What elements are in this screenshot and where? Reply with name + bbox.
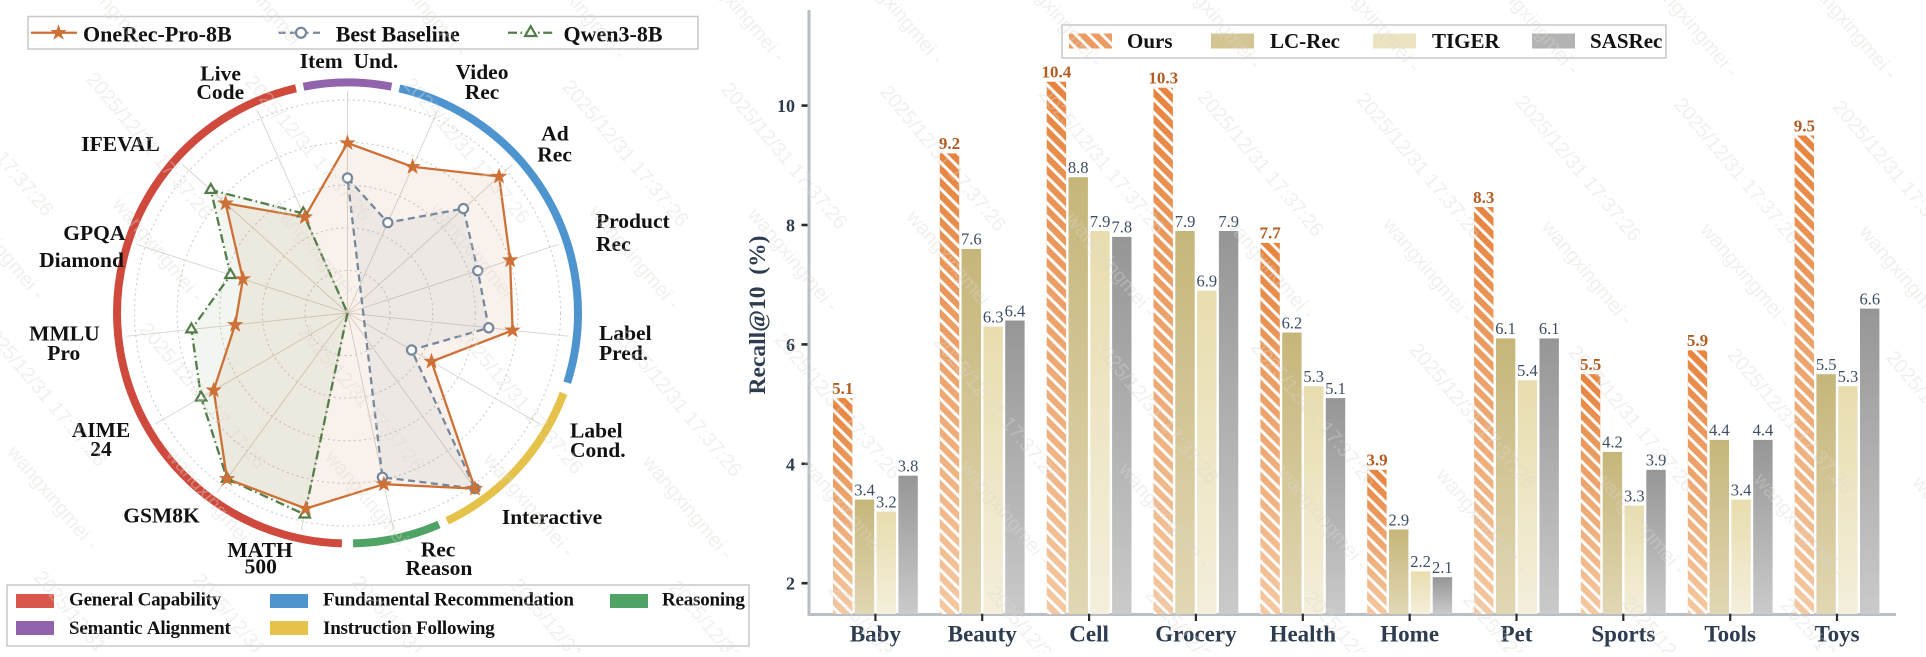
svg-text:5.3: 5.3 bbox=[1303, 367, 1324, 386]
svg-text:Video: Video bbox=[456, 60, 509, 84]
svg-text:Interactive: Interactive bbox=[502, 505, 602, 529]
svg-text:7.6: 7.6 bbox=[961, 230, 982, 249]
svg-text:6.3: 6.3 bbox=[983, 307, 1004, 326]
svg-text:Health: Health bbox=[1270, 622, 1337, 647]
svg-text:3.9: 3.9 bbox=[1366, 451, 1387, 470]
svg-text:6.1: 6.1 bbox=[1539, 319, 1560, 338]
svg-text:Rec: Rec bbox=[421, 538, 456, 562]
svg-text:Instruction Following: Instruction Following bbox=[323, 618, 495, 639]
svg-text:General Capability: General Capability bbox=[69, 590, 222, 611]
svg-text:IFEVAL: IFEVAL bbox=[81, 132, 159, 156]
svg-text:2.2: 2.2 bbox=[1410, 552, 1431, 571]
svg-text:Semantic Alignment: Semantic Alignment bbox=[69, 618, 231, 639]
svg-text:3.8: 3.8 bbox=[898, 457, 919, 476]
svg-text:5.4: 5.4 bbox=[1517, 361, 1538, 380]
svg-text:Cell: Cell bbox=[1069, 622, 1109, 647]
svg-text:7.8: 7.8 bbox=[1111, 218, 1132, 237]
svg-text:6.9: 6.9 bbox=[1197, 271, 1218, 290]
svg-text:MMLU: MMLU bbox=[29, 322, 99, 346]
svg-text:10.4: 10.4 bbox=[1042, 63, 1072, 82]
svg-text:Recall@10 (%): Recall@10 (%) bbox=[745, 236, 771, 395]
svg-text:Live: Live bbox=[200, 62, 241, 86]
svg-text:Beauty: Beauty bbox=[948, 622, 1018, 647]
svg-text:Product: Product bbox=[596, 209, 670, 233]
svg-text:4.4: 4.4 bbox=[1753, 421, 1774, 440]
svg-text:10.3: 10.3 bbox=[1148, 68, 1178, 87]
svg-text:Tools: Tools bbox=[1704, 622, 1756, 647]
svg-text:3.4: 3.4 bbox=[1731, 480, 1752, 499]
svg-text:5.9: 5.9 bbox=[1687, 331, 1708, 350]
svg-text:7.9: 7.9 bbox=[1090, 212, 1111, 231]
svg-text:6.4: 6.4 bbox=[1005, 301, 1026, 320]
svg-text:Toys: Toys bbox=[1814, 622, 1859, 647]
svg-text:Home: Home bbox=[1380, 622, 1439, 647]
svg-text:24: 24 bbox=[90, 437, 112, 461]
svg-text:TIGER: TIGER bbox=[1432, 29, 1501, 53]
svg-text:6.2: 6.2 bbox=[1282, 313, 1303, 332]
svg-text:4.2: 4.2 bbox=[1602, 433, 1623, 452]
svg-text:4: 4 bbox=[786, 454, 795, 474]
svg-text:8.8: 8.8 bbox=[1068, 158, 1089, 177]
svg-text:6.6: 6.6 bbox=[1859, 289, 1880, 308]
svg-text:Qwen3-8B: Qwen3-8B bbox=[564, 22, 663, 47]
svg-text:Best Baseline: Best Baseline bbox=[336, 22, 460, 47]
svg-text:9.5: 9.5 bbox=[1794, 116, 1815, 135]
svg-text:500: 500 bbox=[245, 555, 277, 579]
svg-text:Grocery: Grocery bbox=[1155, 622, 1237, 647]
svg-text:OneRec-Pro-8B: OneRec-Pro-8B bbox=[83, 22, 232, 47]
svg-text:5.1: 5.1 bbox=[832, 379, 853, 398]
svg-text:9.2: 9.2 bbox=[939, 134, 960, 153]
svg-text:Reason: Reason bbox=[405, 556, 472, 580]
svg-text:Pet: Pet bbox=[1501, 622, 1533, 647]
svg-text:GPQA: GPQA bbox=[63, 221, 126, 245]
svg-text:2: 2 bbox=[786, 574, 795, 594]
svg-text:Label: Label bbox=[599, 321, 652, 345]
svg-text:Rec: Rec bbox=[596, 232, 631, 256]
svg-text:7.9: 7.9 bbox=[1175, 212, 1196, 231]
svg-text:3.2: 3.2 bbox=[876, 492, 897, 511]
svg-text:Baby: Baby bbox=[850, 622, 902, 647]
svg-text:Sports: Sports bbox=[1591, 622, 1655, 647]
svg-text:Code: Code bbox=[196, 80, 244, 104]
svg-text:Item Und.: Item Und. bbox=[300, 49, 399, 73]
svg-text:5.5: 5.5 bbox=[1580, 355, 1601, 374]
svg-text:8: 8 bbox=[786, 216, 795, 236]
svg-text:AIME: AIME bbox=[72, 418, 131, 442]
svg-text:8.3: 8.3 bbox=[1473, 188, 1494, 207]
svg-text:3.4: 3.4 bbox=[854, 480, 875, 499]
svg-text:Label: Label bbox=[570, 419, 623, 443]
svg-text:Reasoning: Reasoning bbox=[662, 590, 745, 611]
svg-text:Ours: Ours bbox=[1127, 29, 1173, 53]
svg-text:5.1: 5.1 bbox=[1325, 379, 1346, 398]
svg-text:Ad: Ad bbox=[541, 122, 569, 146]
svg-text:GSM8K: GSM8K bbox=[123, 504, 200, 528]
svg-text:5.3: 5.3 bbox=[1838, 367, 1859, 386]
svg-text:SASRec: SASRec bbox=[1590, 29, 1662, 53]
svg-text:Rec: Rec bbox=[465, 80, 500, 104]
svg-text:6.1: 6.1 bbox=[1495, 319, 1516, 338]
svg-text:Cond.: Cond. bbox=[570, 438, 626, 462]
svg-text:Diamond: Diamond bbox=[39, 248, 124, 272]
svg-text:5.5: 5.5 bbox=[1816, 355, 1837, 374]
svg-text:2.1: 2.1 bbox=[1432, 558, 1453, 577]
svg-text:Pro: Pro bbox=[47, 341, 80, 365]
svg-text:LC-Rec: LC-Rec bbox=[1270, 29, 1340, 53]
svg-text:3.3: 3.3 bbox=[1624, 486, 1645, 505]
svg-text:4.4: 4.4 bbox=[1709, 421, 1730, 440]
svg-text:Rec: Rec bbox=[537, 142, 572, 166]
svg-text:7.9: 7.9 bbox=[1218, 212, 1239, 231]
svg-text:3.9: 3.9 bbox=[1646, 451, 1667, 470]
svg-text:7.7: 7.7 bbox=[1259, 224, 1281, 243]
svg-text:MATH: MATH bbox=[227, 538, 293, 562]
svg-text:6: 6 bbox=[786, 335, 795, 355]
svg-text:Pred.: Pred. bbox=[599, 341, 648, 365]
svg-text:Fundamental Recommendation: Fundamental Recommendation bbox=[323, 590, 574, 611]
svg-text:2.9: 2.9 bbox=[1388, 510, 1409, 529]
svg-text:10: 10 bbox=[777, 96, 795, 116]
